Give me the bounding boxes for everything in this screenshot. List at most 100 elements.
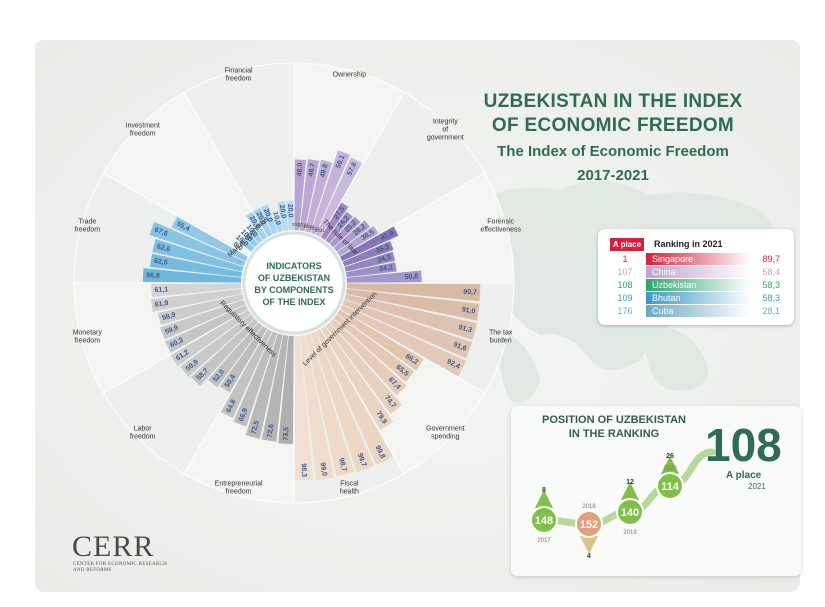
bar-investment-freedom-2021 [245,211,268,240]
category-title: Financial freedom [225,67,253,82]
category-title-line: freedom [226,489,252,496]
category-title-line: Ownership [333,71,367,78]
year-label: 2019 [304,224,315,229]
bar-government-spending-2019 [329,318,407,396]
bar-financial-freedom-2018 [260,204,278,235]
bar-forensic-effectiveness-2021 [346,270,422,283]
category-title-line: Entrepreneurial [215,481,263,488]
ranking-row: 1 Singapore 89,7 [598,253,794,266]
bar-entrepreneurial-freedom-2019 [245,333,283,439]
category-sector [183,62,295,238]
bar-entrepreneurial-freedom-2018 [261,334,289,442]
ranking-place: 1 [622,254,628,264]
data-label: 20,0 [278,204,287,219]
bar-the-tax-burden-2021 [340,304,467,377]
data-label: 98,7 [337,457,347,472]
center-line-4: OF THE INDEX [262,297,326,307]
bar-trade-freedom-2017 [142,268,242,283]
category-title: Trade freedom [74,219,100,234]
ranking-score: 58,3 [762,293,780,303]
category-title-line: health [340,489,359,496]
category-sector [319,91,486,258]
data-label: 62,5 [153,258,168,267]
bar-investment-freedom-2020 [249,228,263,244]
bar-financial-freedom-2017 [253,207,273,237]
radial-chart: 48.0 48.7 49.859.1 57.8Ownership27,524,225,… [73,62,522,504]
title-line-4: 2017-2021 [577,167,649,184]
ranking-score: 28,1 [762,306,780,316]
bar-monetary-freedom-2020 [150,288,243,313]
bar-labor-freedom-2020 [180,314,255,377]
data-label: 20,0 [286,204,294,218]
year-label: 2018 [298,223,309,228]
data-label: 34,2 [379,264,394,273]
current-rank-year: 2021 [748,482,766,491]
ranking-place: 176 [617,306,633,316]
ranking-bar [646,279,750,291]
ranking-country: Cuba [652,306,674,316]
category-title-line: Investment [126,123,160,130]
year-label: 2020 [309,226,320,231]
data-label: 91,6 [452,341,467,352]
data-label: 49.8 [319,163,329,178]
category-title: Integrity of government [427,119,464,142]
category-title-line: The tax [489,329,513,336]
data-label: 61,1 [154,286,168,294]
ranking-row: 176 Cuba 28,1 [598,305,794,318]
category-title-line: freedom [74,337,100,344]
ranking-score: 89,7 [762,254,780,264]
data-label: 99,0 [319,462,328,477]
ranking-header-place: A place [610,238,644,251]
bar-entrepreneurial-freedom-2017 [278,335,294,445]
position-title: POSITION OF UZBEKISTAN IN THE RANKING [524,413,704,441]
ranking-score: 58,3 [762,280,780,290]
bar-monetary-freedom-2018 [160,299,246,340]
category-title-line: freedom [130,433,156,440]
data-label: 34,3 [377,254,392,264]
bar-government-spending-2021 [320,326,394,431]
category-title-line: spending [431,433,460,440]
data-label: 72,5 [250,420,260,435]
bar-integrity-of-government-2020 [333,220,371,252]
data-label: 10,0 [271,211,281,226]
bar-government-spending-2017 [337,309,424,371]
ranking-country: Bhutan [652,293,681,303]
category-title: Ownership [333,71,367,78]
data-label: 91,3 [458,324,473,334]
category-title-line: Fiscal [340,481,359,488]
bar-entrepreneurial-freedom-2020 [233,331,278,427]
category-title: Monetary freedom [73,329,103,344]
category-title: Investment freedom [126,123,160,138]
category-title-line: freedom [74,227,100,234]
bar-monetary-freedom-2017 [164,304,248,354]
bar-fiscal-health-2019 [305,333,355,477]
bar-ownership-2019 [305,159,333,233]
ranking-place: 108 [617,280,633,290]
cerr-logo: CERR [72,530,155,563]
data-label: 72,6 [266,424,275,439]
bar-fiscal-health-2021 [294,335,314,481]
bar-fiscal-health-2018 [310,331,375,473]
category-title-line: effectiveness [480,227,521,234]
title-line-3: The Index of Economic Freedom [497,143,729,160]
data-label: 67,6 [153,227,168,238]
ranking-header-label: Ranking in 2021 [654,239,723,249]
category-title-line: of [442,127,448,134]
ranking-place: 107 [617,267,633,277]
bar-ownership-2021 [315,157,363,237]
bar-investment-freedom-2019 [243,232,259,248]
category-title-line: Government [426,425,465,432]
category-title: The tax burden [489,329,513,344]
year-label: 2017 [292,222,303,227]
data-label: 58,9 [161,312,176,322]
current-rank: 108 [705,419,782,471]
category-title-line: burden [490,337,512,344]
bar-trade-freedom-2019 [152,239,244,272]
ranking-row: 109 Bhutan 58,3 [598,292,794,305]
ranking-place: 109 [617,293,633,303]
ranking-bar [646,292,750,304]
bar-labor-freedom-2018 [207,322,263,388]
ranking-row: 107 China 58,4 [598,266,794,279]
bar-trade-freedom-2020 [149,221,246,267]
ranking-score: 58,4 [762,267,780,277]
